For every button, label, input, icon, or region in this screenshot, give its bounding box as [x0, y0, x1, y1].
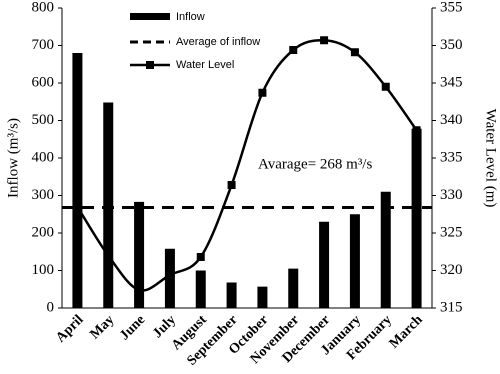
- bar: [72, 53, 83, 308]
- y2-tick-label: 325: [440, 224, 463, 240]
- y2-tick-label: 320: [440, 262, 463, 278]
- water-level-marker: [289, 46, 298, 54]
- legend-label: Average of inflow: [176, 36, 260, 48]
- y-tick-label: 600: [32, 74, 55, 90]
- x-tick-label: April: [53, 312, 86, 345]
- y-tick-label: 100: [32, 262, 55, 278]
- x-tick-label: March: [387, 312, 426, 351]
- y-tick-label: 700: [32, 37, 55, 53]
- water-level-marker: [135, 286, 144, 294]
- y-tick-label: 800: [32, 0, 55, 15]
- water-level-marker: [320, 36, 329, 45]
- bar: [288, 268, 299, 308]
- water-level-marker: [258, 88, 267, 97]
- water-level-marker: [73, 202, 82, 211]
- y2-tick-label: 330: [440, 187, 463, 203]
- y-tick-label: 300: [32, 187, 55, 203]
- legend: Inflow Average of inflow Water Level: [130, 11, 260, 71]
- bar: [411, 128, 422, 308]
- bar: [195, 270, 206, 308]
- y-tick-label: 500: [32, 112, 55, 128]
- y2-tick-label: 355: [440, 0, 463, 15]
- water-level-marker: [196, 253, 205, 261]
- y2-axis-label: Water Level (m): [483, 109, 499, 208]
- legend-swatch: [130, 13, 170, 20]
- legend-label: Water Level: [176, 59, 234, 71]
- bar: [103, 102, 114, 308]
- x-tick-label: June: [117, 312, 148, 343]
- legend-swatch: [146, 61, 154, 69]
- water-level-marker: [350, 48, 359, 57]
- water-level-marker: [381, 82, 390, 91]
- y-tick-label: 200: [32, 224, 55, 240]
- y2-tick-label: 315: [440, 299, 463, 315]
- bar: [349, 214, 360, 308]
- water-level-marker: [104, 251, 113, 260]
- bar: [134, 201, 145, 308]
- bar: [319, 221, 330, 308]
- y2-tick-label: 340: [440, 112, 463, 128]
- bar: [257, 286, 268, 308]
- water-level-marker: [227, 181, 236, 189]
- y2-tick-label: 350: [440, 37, 463, 53]
- y2-tick-label: 345: [440, 74, 463, 90]
- y-tick-label: 0: [47, 299, 55, 315]
- annotation: Avarage= 268 m³/s: [258, 156, 372, 172]
- water-level-marker: [165, 271, 174, 279]
- y-axis-label: Inflow (m³/s): [5, 118, 21, 198]
- bar: [380, 191, 391, 308]
- bar: [226, 282, 237, 308]
- y-tick-label: 400: [32, 149, 55, 165]
- y2-tick-label: 335: [440, 149, 463, 165]
- x-tick-label: May: [88, 312, 118, 342]
- legend-label: Inflow: [176, 11, 205, 23]
- water-level-marker: [412, 126, 421, 135]
